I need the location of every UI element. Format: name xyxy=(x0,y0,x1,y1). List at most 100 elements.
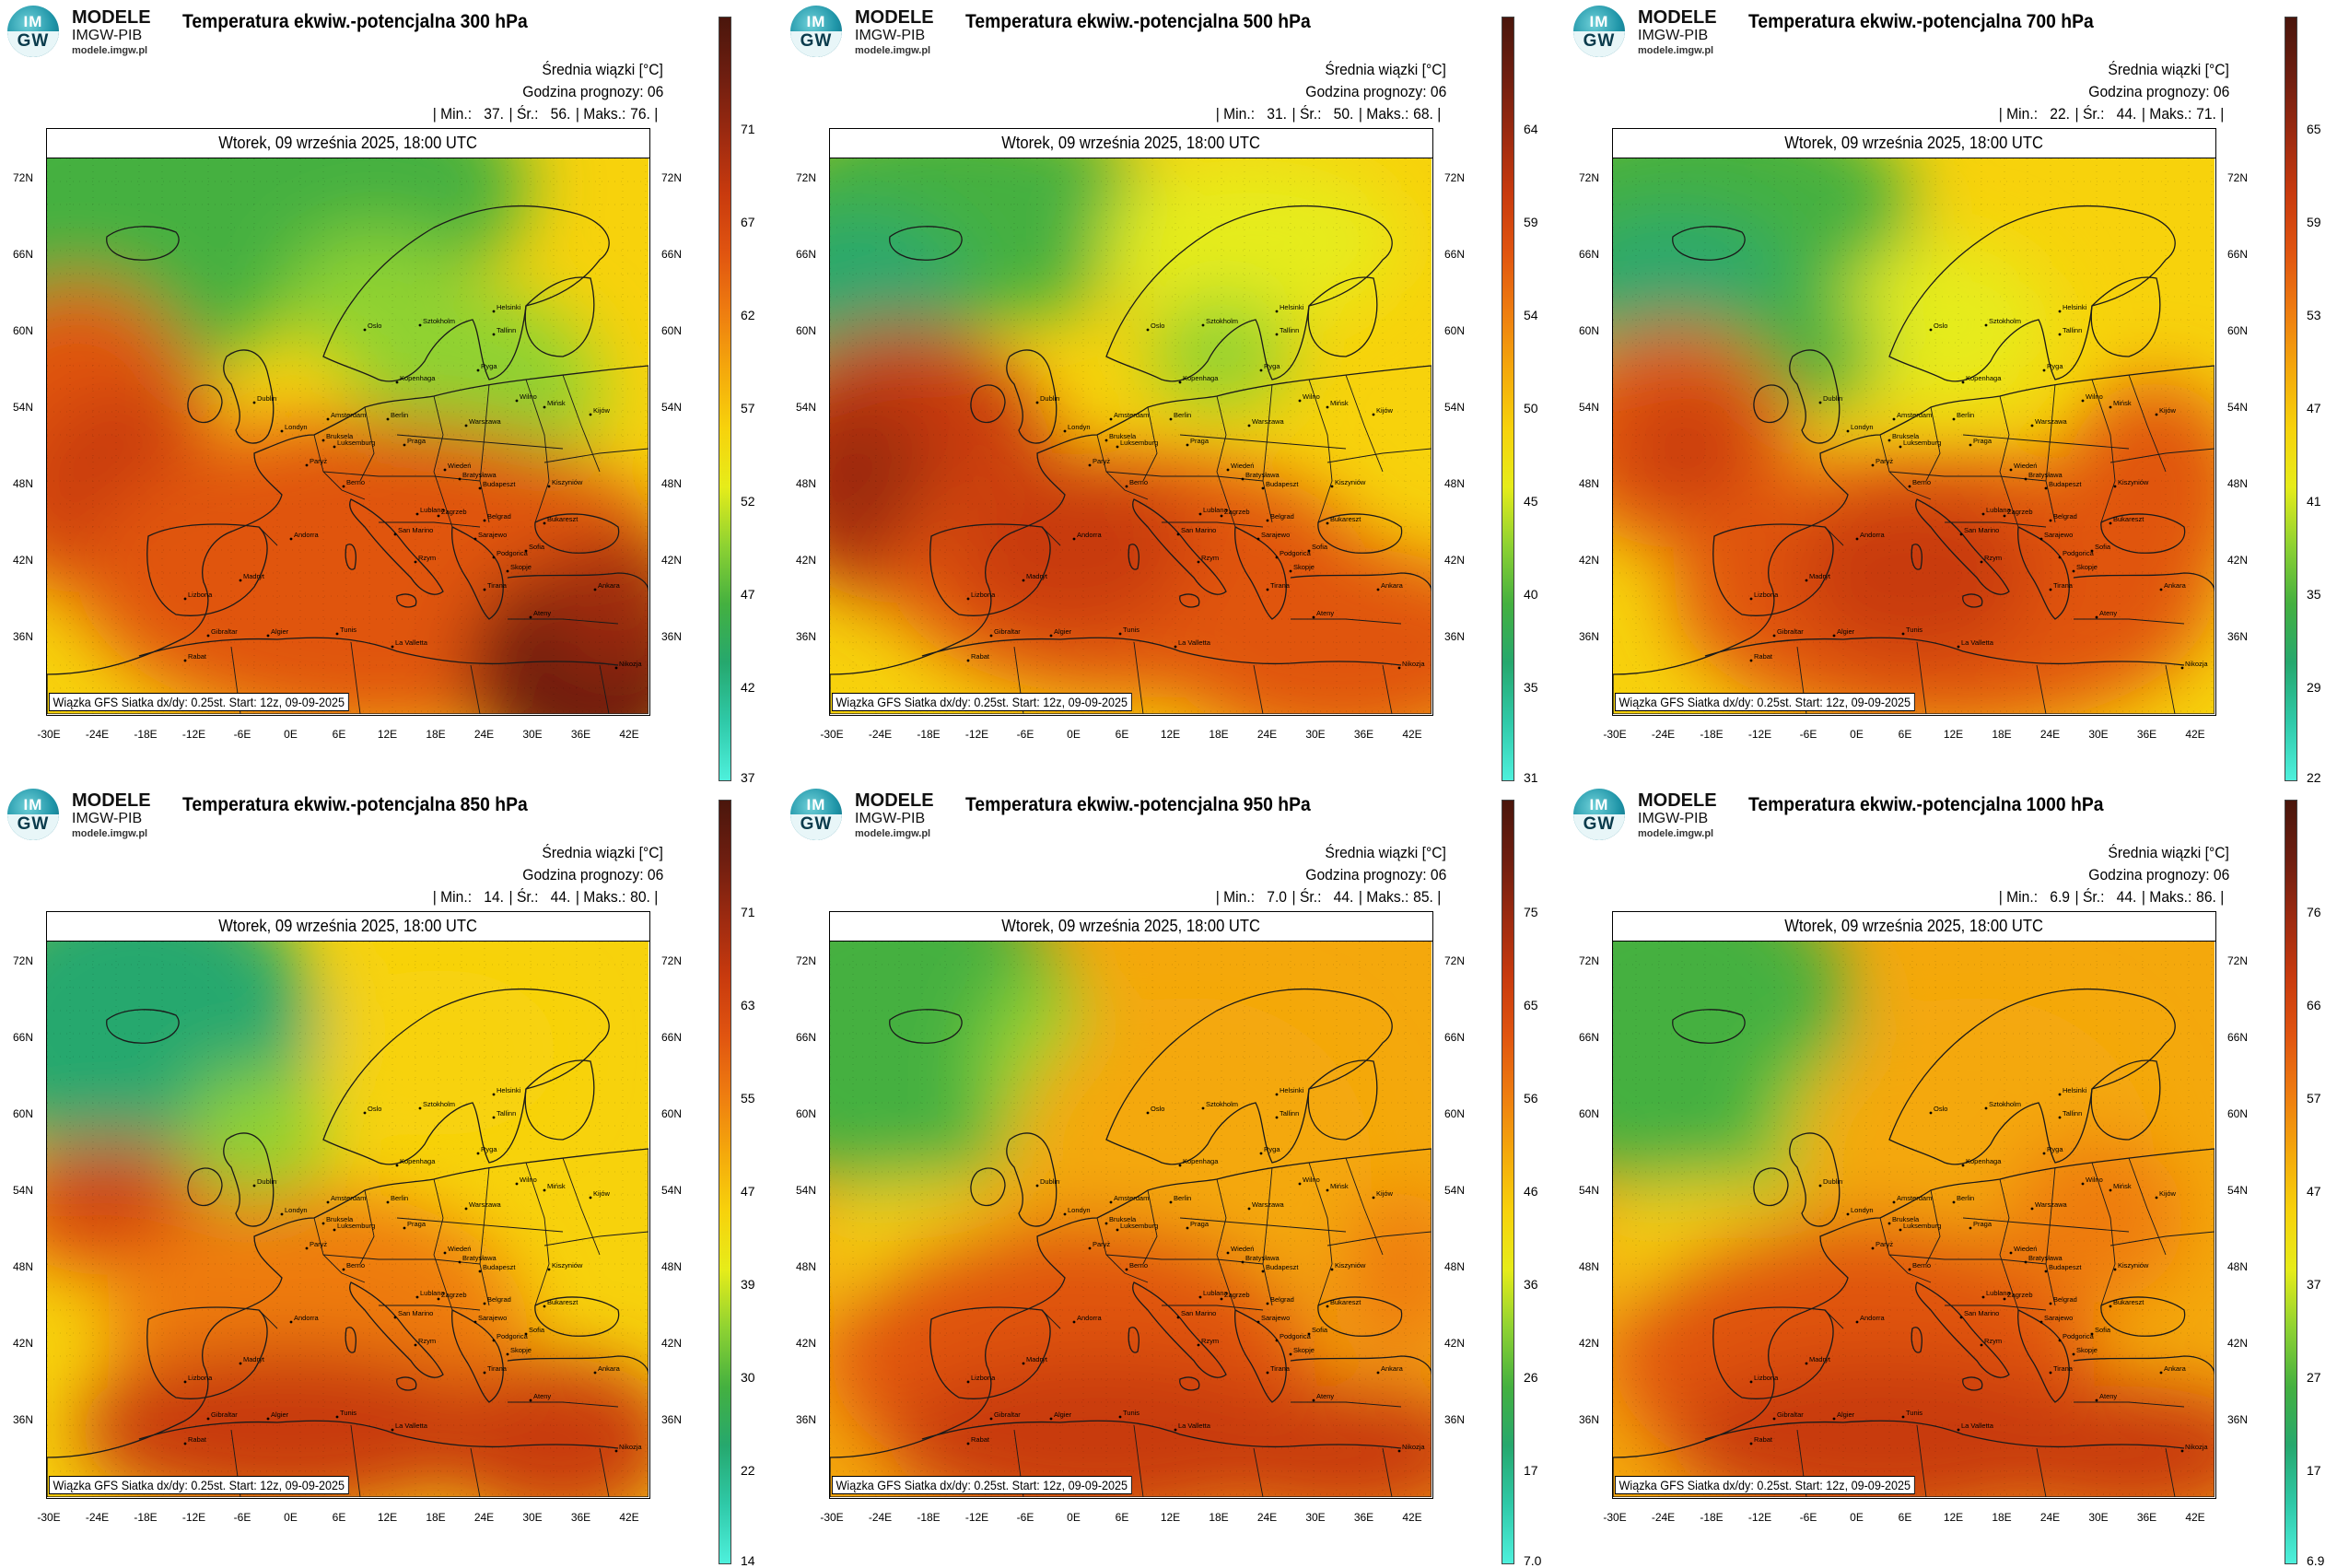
border-line xyxy=(1945,521,2047,528)
stat-max-value: 71. | xyxy=(2196,105,2225,123)
city-label: Sztokholm xyxy=(1989,1100,2021,1108)
colorbar-tick-label: 35 xyxy=(1524,680,1538,695)
panel-title: Temperatura ekwiw.-potencjalna 300 hPa xyxy=(182,11,528,32)
city-label: Wiedeń xyxy=(2014,1245,2037,1253)
border-line xyxy=(2045,383,2056,523)
city-label: Nikozja xyxy=(619,1443,642,1451)
date-bar: Wtorek, 09 września 2025, 18:00 UTC xyxy=(1613,129,2215,158)
coastline xyxy=(1290,572,1432,592)
city-dot xyxy=(515,1182,519,1186)
lat-label-right: 48N xyxy=(661,477,683,490)
city-label: Oslo xyxy=(1151,1105,1164,1113)
city-dot xyxy=(1226,1251,1230,1255)
lon-label: -6E xyxy=(1016,728,1034,741)
city-label: Lublana xyxy=(1203,1289,1229,1297)
logo-badge-bottom: GW xyxy=(790,31,842,57)
colorbar-tick-label: 53 xyxy=(2307,308,2321,322)
city-dot xyxy=(1749,597,1753,601)
border-line xyxy=(1133,641,1144,714)
city-dot xyxy=(2113,1268,2117,1271)
border-line xyxy=(313,1217,366,1283)
coastline xyxy=(921,1420,1402,1449)
city-dot xyxy=(2072,1352,2075,1356)
city-label: Andorra xyxy=(1860,1314,1886,1322)
city-label: Bratysława xyxy=(2028,1254,2063,1262)
lat-label-right: 54N xyxy=(661,401,683,414)
temperature-map: Oslo Sztokholm Helsinki Tallinn Ryga Kopenhag… xyxy=(1613,158,2215,714)
coastline xyxy=(1234,525,1287,620)
city-dot xyxy=(393,532,397,536)
city-label: Skopje xyxy=(1293,563,1315,571)
lat-label-left: 48N xyxy=(13,477,34,490)
city-label: Oslo xyxy=(1934,1105,1947,1113)
logo-org: IMGW-PIB xyxy=(855,811,926,826)
city-label: Kopenhaga xyxy=(1183,374,1219,382)
city-dot xyxy=(506,569,509,573)
city-dot xyxy=(2180,666,2184,670)
city-label: Zagrzeb xyxy=(2007,1291,2033,1299)
city-dot xyxy=(2109,1305,2112,1308)
city-label: Podgorica xyxy=(2063,1332,2095,1340)
city-dot xyxy=(393,1316,397,1319)
city-dot xyxy=(1275,1116,1279,1119)
city-label: Kiszyniów xyxy=(552,1261,583,1270)
coastline xyxy=(146,1306,268,1399)
border-line xyxy=(322,1254,481,1265)
colorbar-tick-label: 64 xyxy=(1524,122,1538,136)
city-label: Warszawa xyxy=(1252,1200,1285,1209)
city-dot xyxy=(2049,1302,2052,1305)
city-dot xyxy=(1984,323,1988,327)
city-label: Rzym xyxy=(418,554,436,562)
city-label: Praga xyxy=(1190,437,1210,445)
imgw-logo: IM GW MODELE IMGW-PIB modele.imgw.pl xyxy=(790,6,975,61)
lon-label: -30E xyxy=(820,1511,844,1524)
city-label: Praga xyxy=(407,437,427,445)
city-label: Sarajewo xyxy=(2044,531,2073,539)
stats-row: | Min.: 7.0 | Śr.: 44. | Maks.: 85. | xyxy=(1216,888,1446,907)
city-label: Lizbona xyxy=(971,1374,996,1382)
city-dot xyxy=(1220,1297,1223,1301)
city-dot xyxy=(1241,1260,1245,1264)
city-label: Ateny xyxy=(533,609,551,617)
coastline xyxy=(1128,544,1139,570)
colorbar-tick-label: 57 xyxy=(2307,1091,2321,1106)
city-dot xyxy=(2109,521,2112,525)
lon-label: 30E xyxy=(522,1511,543,1524)
logo-org: IMGW-PIB xyxy=(855,28,926,43)
stat-mean-value: 56. xyxy=(550,105,571,123)
city-dot xyxy=(1275,310,1279,313)
city-label: Rabat xyxy=(1754,1435,1773,1444)
border-line xyxy=(2128,1157,2167,1256)
city-dot xyxy=(1266,588,1269,591)
field-blob xyxy=(317,969,559,1137)
city-label: Lublana xyxy=(1986,1289,2012,1297)
border-line xyxy=(1879,1217,1932,1283)
lat-label-right: 42N xyxy=(2227,554,2249,567)
logo-badge-top: IM xyxy=(1589,13,1609,30)
city-label: Kijów xyxy=(593,406,611,415)
city-label: Tallinn xyxy=(1280,326,1299,334)
city-label: Ateny xyxy=(2099,609,2117,617)
colorbar-tick-label: 22 xyxy=(2307,770,2321,785)
city-label: Rzym xyxy=(418,1337,436,1345)
city-label: Ankara xyxy=(1381,1364,1404,1373)
city-dot xyxy=(266,1417,270,1421)
city-dot xyxy=(333,445,336,449)
city-label: Tirana xyxy=(487,1364,508,1373)
lat-label-left: 60N xyxy=(796,1107,817,1120)
border-line xyxy=(1824,526,1844,546)
subtitle-mean: Średnia wiązki [°C] xyxy=(1325,844,1446,861)
field-blob xyxy=(438,1358,649,1497)
city-label: Wiedeń xyxy=(1231,1245,1254,1253)
city-label: Mińsk xyxy=(547,1182,566,1190)
lon-label: -18E xyxy=(134,1511,158,1524)
city-label: Bukareszt xyxy=(1330,1298,1361,1306)
lat-label-left: 48N xyxy=(796,1260,817,1273)
field-blob xyxy=(950,463,1191,631)
city-label: Tallinn xyxy=(1280,1109,1299,1117)
city-dot xyxy=(2044,486,2048,490)
colorbar-tick-label: 39 xyxy=(741,1277,755,1292)
lon-label: -18E xyxy=(1700,728,1724,741)
lon-label: -18E xyxy=(917,1511,941,1524)
lat-label-right: 60N xyxy=(1444,324,1466,337)
